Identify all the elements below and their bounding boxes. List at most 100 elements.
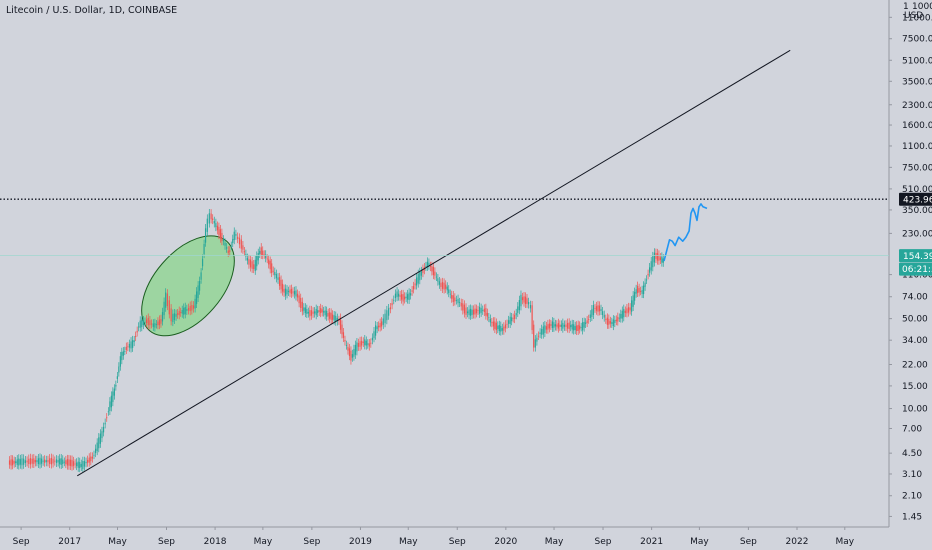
candle-body bbox=[529, 305, 532, 309]
candle-body bbox=[37, 458, 40, 465]
candle-body bbox=[242, 245, 244, 250]
candle-body bbox=[170, 308, 172, 322]
candle-body bbox=[408, 292, 410, 300]
candle-body bbox=[230, 245, 232, 247]
trendline[interactable] bbox=[77, 49, 791, 477]
candle-body bbox=[500, 325, 502, 332]
chart-title: Litecoin / U.S. Dollar, 1D, COINBASE bbox=[6, 5, 177, 16]
candle-body bbox=[376, 326, 378, 330]
candle-body bbox=[155, 324, 158, 326]
candle-body bbox=[172, 313, 174, 323]
candle-body bbox=[284, 288, 287, 296]
candle-body bbox=[524, 296, 527, 304]
y-tick-label: 1100.00 bbox=[902, 142, 932, 152]
candle-body bbox=[598, 305, 601, 312]
candle-body bbox=[515, 313, 517, 316]
candle-body bbox=[600, 309, 602, 311]
candle-body bbox=[347, 346, 349, 351]
candle-body bbox=[237, 236, 239, 240]
candle-body bbox=[603, 314, 605, 318]
candle-body bbox=[194, 298, 196, 309]
candle-body bbox=[489, 318, 491, 323]
candle-body bbox=[52, 458, 54, 464]
candle-body bbox=[292, 291, 294, 293]
candle-body bbox=[39, 457, 41, 465]
candle-body bbox=[151, 323, 153, 325]
candle-body bbox=[511, 317, 513, 322]
candle-body bbox=[246, 257, 248, 261]
candle-body bbox=[348, 348, 351, 357]
candle-body bbox=[98, 437, 100, 449]
candle-body bbox=[544, 325, 546, 333]
y-tick-label: 230.00 bbox=[902, 229, 932, 239]
candle-body bbox=[235, 234, 237, 236]
candle-body bbox=[399, 295, 401, 297]
candle-body bbox=[580, 327, 582, 328]
recent-line bbox=[663, 203, 708, 262]
candle-body bbox=[576, 325, 578, 331]
highlight-ellipse bbox=[141, 235, 235, 337]
candle-body bbox=[506, 323, 508, 325]
candle-body bbox=[34, 460, 36, 463]
candle-body bbox=[300, 297, 302, 308]
candle-body bbox=[623, 308, 625, 318]
candle-body bbox=[454, 297, 456, 302]
candle-body bbox=[523, 296, 525, 303]
candle-body bbox=[373, 331, 375, 339]
candle-body bbox=[452, 295, 454, 303]
candle-body bbox=[508, 320, 510, 324]
candle-body bbox=[570, 325, 572, 328]
candle-body bbox=[119, 356, 121, 367]
candle-body bbox=[191, 304, 193, 311]
y-tick-partial: 1 bbox=[903, 2, 909, 12]
candle-body bbox=[310, 310, 313, 316]
candle-body bbox=[330, 312, 332, 320]
candle-body bbox=[16, 459, 18, 465]
candle-body bbox=[448, 289, 450, 294]
candle-body bbox=[218, 226, 220, 236]
candle-body bbox=[494, 321, 496, 329]
currency-label: USD bbox=[904, 11, 923, 21]
y-tick-label: 50.00 bbox=[902, 315, 928, 325]
candle-body bbox=[233, 231, 235, 241]
candle-body bbox=[414, 283, 416, 286]
candle-body bbox=[152, 323, 154, 327]
x-tick-label: May bbox=[835, 537, 854, 547]
candle-body bbox=[404, 296, 406, 300]
candle-body bbox=[419, 272, 421, 281]
y-tick-label: 1.45 bbox=[902, 512, 922, 522]
candle-body bbox=[219, 229, 222, 239]
candle-body bbox=[125, 346, 127, 351]
candle-body bbox=[127, 346, 129, 348]
countdown-label: 06:21:50 bbox=[902, 265, 932, 275]
candle-body bbox=[553, 322, 555, 328]
candle-body bbox=[466, 311, 469, 314]
candle-body bbox=[465, 307, 467, 315]
candle-body bbox=[609, 321, 611, 324]
candle-body bbox=[503, 326, 505, 331]
candle-body bbox=[216, 225, 219, 231]
y-tick-label: 2300.00 bbox=[902, 101, 932, 111]
candle-body bbox=[370, 342, 372, 344]
candle-body bbox=[389, 307, 391, 310]
candle-body bbox=[44, 459, 46, 463]
candle-body bbox=[251, 261, 253, 269]
candle-body bbox=[166, 293, 169, 307]
candle-body bbox=[536, 337, 538, 342]
candle-body bbox=[204, 228, 207, 243]
candle-body bbox=[514, 314, 516, 320]
candle-body bbox=[82, 461, 84, 469]
candle-body bbox=[504, 324, 507, 329]
candle-body bbox=[365, 340, 367, 346]
candle-body bbox=[501, 328, 503, 331]
candle-body bbox=[438, 281, 440, 285]
x-tick-label: Sep bbox=[158, 537, 175, 547]
candle-body bbox=[520, 294, 522, 307]
candle-body bbox=[132, 340, 134, 348]
candle-body bbox=[213, 221, 215, 224]
candle-body bbox=[364, 339, 366, 346]
candle-body bbox=[229, 250, 231, 252]
candle-body bbox=[498, 325, 500, 332]
